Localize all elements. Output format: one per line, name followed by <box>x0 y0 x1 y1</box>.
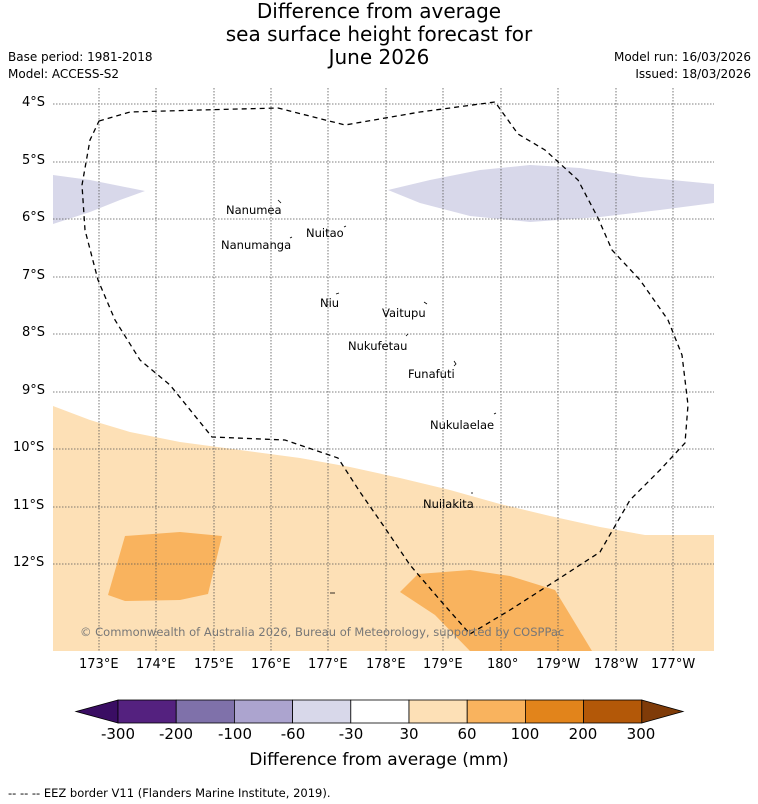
colorbar-segment-8 <box>525 699 585 724</box>
positive-anomaly-medium-west <box>108 532 222 601</box>
colorbar-tick-200: 200 <box>568 725 598 743</box>
colorbar-segment-1 <box>117 699 177 724</box>
colorbar-segment-7 <box>466 699 526 724</box>
island-label-niu: Niu <box>320 296 340 310</box>
lon-label-177e: 177°E <box>308 657 348 672</box>
lon-label-173e: 173°E <box>79 657 119 672</box>
colorbar-extend-low <box>74 699 119 724</box>
island-label-vaitupu: Vaitupu <box>382 306 426 320</box>
footer-note: -- -- -- EEZ border V11 (Flanders Marine… <box>8 786 331 800</box>
island-label-nanumanga: Nanumanga <box>221 238 292 252</box>
lon-label-174e: 174°E <box>136 657 176 672</box>
graticule <box>53 88 714 651</box>
colorbar-tick-neg100: -100 <box>217 725 253 743</box>
colorbar-tick-60: 60 <box>457 725 477 743</box>
colorbar-segment-5 <box>350 699 410 724</box>
issued-date: Issued: 18/03/2026 <box>635 67 751 81</box>
lon-label-178e: 178°E <box>366 657 406 672</box>
positive-anomaly-medium-east <box>400 570 592 651</box>
colorbar-tick-neg30: -30 <box>338 725 364 743</box>
lat-label-10s: 10°S <box>13 440 45 455</box>
base-period: Base period: 1981-2018 <box>8 50 153 64</box>
lat-label-7s: 7°S <box>22 268 46 283</box>
lon-label-175e: 175°E <box>194 657 234 672</box>
lon-label-176e: 176°E <box>251 657 291 672</box>
colorbar-tick-neg60: -60 <box>280 725 306 743</box>
lon-label-177w: 177°W <box>651 657 696 672</box>
title-line-3: June 2026 <box>328 45 430 69</box>
colorbar-tick-300: 300 <box>626 725 656 743</box>
eez-border <box>81 101 689 635</box>
lat-label-8s: 8°S <box>22 325 46 340</box>
colorbar-tick-30: 30 <box>399 725 419 743</box>
negative-anomaly-east <box>388 165 714 222</box>
lat-label-9s: 9°S <box>22 383 46 398</box>
lat-label-4s: 4°S <box>22 95 46 110</box>
colorbar-tick-neg200: -200 <box>158 725 194 743</box>
colorbar-segment-6 <box>408 699 468 724</box>
lon-label-178w: 178°W <box>594 657 639 672</box>
colorbar-title: Difference from average (mm) <box>249 750 509 770</box>
model-name: Model: ACCESS-S2 <box>8 67 120 81</box>
colorbar-segment-2 <box>175 699 235 724</box>
island-label-nukufetau: Nukufetau <box>348 339 408 353</box>
island-label-nuilakita: Nuilakita <box>423 497 474 511</box>
colorbar-extend-high <box>641 699 685 724</box>
lon-label-179w: 179°W <box>536 657 581 672</box>
lat-label-5s: 5°S <box>22 153 46 168</box>
title-line-1: Difference from average <box>256 0 502 23</box>
colorbar-tick-neg300: -300 <box>100 725 136 743</box>
lon-label-180: 180° <box>487 657 519 672</box>
colorbar-segment-4 <box>292 699 352 724</box>
lat-label-11s: 11°S <box>13 498 45 513</box>
island-label-funafuti: Funafuti <box>408 367 455 381</box>
title-line-2: sea surface height forecast for <box>225 22 533 46</box>
lat-label-6s: 6°S <box>22 210 46 225</box>
island-label-nuitao: Nuitao <box>306 226 344 240</box>
island-label-nukulaelae: Nukulaelae <box>430 418 495 432</box>
colorbar-segment-9 <box>583 699 643 724</box>
island-markers <box>277 199 497 594</box>
model-run: Model run: 16/03/2026 <box>613 50 751 64</box>
colorbar-tick-100: 100 <box>510 725 540 743</box>
lat-label-12s: 12°S <box>13 555 45 570</box>
lon-label-179e: 179°E <box>423 657 463 672</box>
copyright-notice: © Commonwealth of Australia 2026, Bureau… <box>80 625 565 639</box>
colorbar-segment-3 <box>233 699 293 724</box>
island-label-nanumea: Nanumea <box>226 203 282 217</box>
